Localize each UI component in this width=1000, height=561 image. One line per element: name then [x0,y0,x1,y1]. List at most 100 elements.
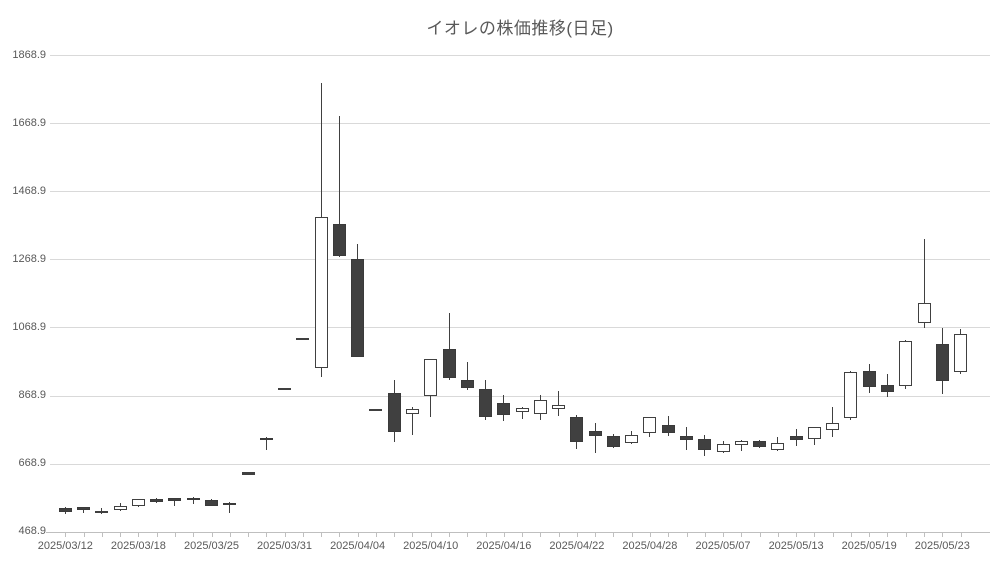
candlestick [113,505,127,510]
x-axis-tick [321,532,323,537]
candle-wick [923,239,925,329]
x-axis-label: 2025/05/07 [695,539,751,552]
candlestick [826,422,840,430]
x-axis-tick [485,532,487,537]
candle-wick [192,496,194,505]
candle-wick [174,498,176,506]
x-axis-label: 2025/03/31 [256,539,313,552]
candlestick [369,408,383,412]
x-axis-tick [138,532,140,537]
x-axis-tick [649,532,651,537]
candlestick [442,349,456,379]
x-axis-tick [248,532,249,537]
candle-wick [740,440,742,451]
candlestick [680,436,693,441]
y-axis-label: 1468.9 [12,184,46,197]
candlestick [862,370,876,388]
candlestick [734,440,748,445]
x-axis-label: 2025/04/28 [622,539,678,552]
candlestick [771,442,785,450]
candlestick [917,302,931,324]
candlestick [661,425,675,434]
candlestick [698,439,712,450]
candle-wick [832,406,834,438]
candle-wick [594,423,596,453]
candle-wick [338,115,340,258]
candlestick [95,510,109,514]
chart-title: イオレの株価推移(日足) [426,19,614,38]
x-axis-tick [631,532,633,537]
candlestick [387,393,401,432]
x-axis-label: 2025/04/16 [476,539,532,552]
candle-wick [466,362,468,390]
x-axis-tick [229,532,231,537]
x-axis-tick [924,532,925,537]
candlestick [168,498,182,501]
candlestick [552,404,566,410]
candlestick [405,409,419,414]
candlestick [314,216,328,368]
x-axis-tick [211,532,213,537]
candle-wick [521,407,523,419]
gridline [50,55,990,56]
x-axis-label: 2025/04/04 [330,539,386,552]
x-axis-tick [723,532,724,537]
x-axis-tick [101,532,103,537]
x-axis-tick [193,532,195,537]
x-axis-label: 2025/05/13 [768,539,824,552]
gridline [50,463,990,465]
candlestick [131,499,145,507]
x-axis-label: 2025/04/10 [403,539,459,552]
x-axis-tick [284,532,286,537]
candlestick [278,387,291,391]
x-axis-tick [887,532,889,537]
candle-wick [558,391,560,416]
x-axis-tick [777,532,779,537]
candlestick [807,427,821,440]
x-axis-tick [613,532,615,537]
gridline [50,395,990,397]
x-axis-label: 2025/03/25 [183,539,240,552]
x-axis-tick [850,532,852,537]
candlestick [223,502,237,506]
candlestick [880,384,894,392]
x-axis-tick [120,532,122,537]
candlestick [935,344,949,381]
x-axis-tick [174,532,176,537]
x-axis-tick [558,532,560,537]
x-axis-tick [814,532,816,537]
x-axis-tick [83,532,85,537]
x-axis-tick [668,532,670,537]
x-axis-tick [759,532,761,537]
candle-wick [265,437,267,450]
candlestick [844,371,858,419]
candlestick [497,403,511,415]
y-axis-label: 1868.9 [12,48,46,61]
x-axis-tick [467,532,469,537]
x-axis-tick [960,532,962,537]
candlestick [515,407,529,412]
x-axis-tick [704,532,706,537]
x-axis-tick [686,532,688,537]
candlestick [77,507,91,511]
x-axis-tick [357,532,359,537]
x-axis-tick [65,532,67,537]
x-axis-tick [339,532,341,537]
y-axis-label: 868.9 [18,389,46,401]
x-axis-tick [302,532,304,537]
candlestick [296,337,310,341]
y-axis-label: 1668.9 [12,116,46,129]
x-axis-tick [796,532,798,537]
x-axis-tick [522,532,523,537]
candlestick [899,340,913,386]
x-axis-tick [540,532,542,537]
x-axis-tick [942,532,944,537]
x-axis-tick [412,532,414,537]
candlestick [205,500,218,506]
x-axis-tick [156,532,158,537]
x-axis-tick [576,532,578,537]
candle-wick [448,312,450,380]
y-axis-label: 668.9 [18,457,46,470]
x-axis-label: 2025/05/19 [841,539,897,552]
